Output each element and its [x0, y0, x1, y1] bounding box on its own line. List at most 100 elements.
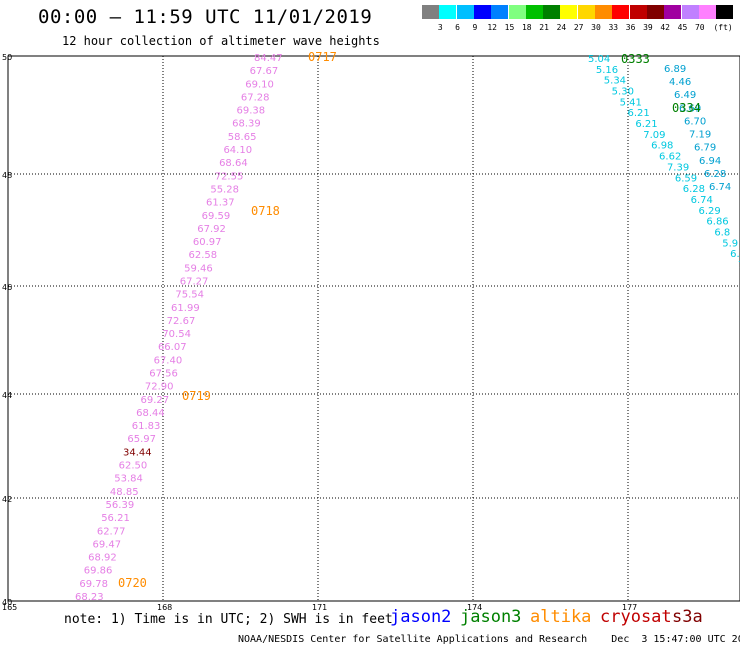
swh-value: 69.59: [202, 211, 231, 222]
swh-value: 48.85: [110, 487, 139, 498]
time-label: 0719: [182, 389, 211, 403]
colorbar-label: 15: [504, 23, 515, 32]
swh-value: 6.98: [651, 141, 673, 152]
swh-value: 6.70: [684, 116, 706, 127]
time-label: 0720: [118, 576, 147, 590]
colorbar-swatch: [439, 5, 457, 19]
colorbar-label: 42: [660, 23, 670, 32]
colorbar-label: 39: [643, 23, 653, 32]
lat-label: 50: [2, 53, 12, 62]
time-label: 0333: [621, 52, 650, 66]
swh-value: 72.90: [145, 382, 174, 393]
lat-label: 48: [2, 171, 12, 180]
swh-value: 6.8: [714, 227, 730, 238]
swh-value: 67.40: [154, 355, 183, 366]
swh-value: 67.27: [180, 276, 209, 287]
swh-value: 61.99: [171, 303, 200, 314]
colorbar-label: 24: [556, 23, 567, 32]
map-frame: [7, 55, 740, 602]
colorbar-swatch: [422, 5, 439, 19]
swh-value: 5.34: [604, 76, 626, 87]
satellite-jason3: jason3: [460, 607, 522, 627]
colorbar-swatch: [629, 5, 647, 19]
colorbar-swatch: [646, 5, 664, 19]
colorbar-swatch: [664, 5, 682, 19]
swh-value: 6.74: [691, 195, 713, 206]
swh-value: 61.83: [132, 421, 161, 432]
satellite-cryosat: cryosat: [600, 607, 672, 627]
colorbar-swatch: [560, 5, 578, 19]
swh-value: 65.97: [127, 434, 156, 445]
time-label: 0334: [672, 101, 701, 115]
swh-value: 84.47: [254, 53, 283, 64]
lat-label: 42: [2, 495, 12, 504]
swh-value: 72.67: [167, 316, 196, 327]
swh-value: 62.77: [97, 526, 126, 537]
swh-value: 6.21: [627, 108, 649, 119]
lat-label: 44: [2, 391, 12, 400]
credit-line: NOAA/NESDIS Center for Satellite Applica…: [238, 634, 740, 645]
lon-label: 171: [312, 603, 327, 612]
swh-value: 68.64: [219, 158, 248, 169]
swh-value: 69.10: [245, 79, 274, 90]
swh-value: 68.92: [88, 553, 117, 564]
colorbar-label: 33: [608, 23, 619, 32]
satellite-s3a: s3a: [672, 607, 703, 627]
lat-label: 40: [2, 598, 12, 607]
swh-value: 68.39: [232, 119, 261, 130]
east-satellite-track: 5.045.165.345.305.416.216.217.096.986.62…: [588, 52, 740, 271]
swh-value: 59.46: [184, 263, 213, 274]
swh-value: 5.30: [612, 87, 634, 98]
colorbar-swatch: [612, 5, 630, 19]
swh-value: 67.67: [250, 66, 279, 77]
colorbar-unit: (ft): [713, 23, 733, 32]
swh-value: 7: [738, 260, 740, 271]
colorbar-swatch: [595, 5, 612, 19]
colorbar-label: 45: [677, 23, 688, 32]
swh-value: 69.38: [237, 106, 266, 117]
swh-value: 6.86: [706, 217, 728, 228]
swh-value: 5.9: [722, 238, 738, 249]
swh-value: 69.78: [79, 579, 108, 590]
swh-value: 6.74: [709, 182, 731, 193]
swh-value: 56.39: [106, 500, 135, 511]
swh-value: 34.44: [123, 447, 152, 458]
footer-note: note: 1) Time is in UTC; 2) SWH is in fe…: [64, 612, 393, 627]
swh-value: 75.54: [175, 290, 204, 301]
swh-value: 5.41: [620, 97, 642, 108]
swh-value: 68.23: [75, 592, 104, 603]
map-subtitle: 12 hour collection of altimeter wave hei…: [62, 34, 380, 48]
colorbar-label: 6: [455, 23, 460, 32]
colorbar-swatch: [491, 5, 509, 19]
swh-value: 4.46: [669, 77, 691, 88]
swh-value: 7.19: [689, 130, 711, 141]
lon-label: 168: [157, 603, 172, 612]
swh-value: 7.39: [667, 162, 689, 173]
swh-value: 69.27: [140, 395, 169, 406]
colorbar-label: 70: [694, 23, 705, 32]
lon-label: 174: [467, 603, 482, 612]
swh-value: 72.55: [215, 171, 244, 182]
swh-value: 70.54: [162, 329, 191, 340]
colorbar-label: 3: [437, 23, 443, 32]
map-title: 00:00 – 11:59 UTC 11/01/2019: [38, 6, 373, 28]
colorbar-label: 21: [539, 23, 549, 32]
time-label: 0718: [251, 204, 280, 218]
swh-value: 58.65: [228, 132, 257, 143]
swh-value: 64.10: [223, 145, 252, 156]
swh-value: 69.86: [84, 566, 113, 577]
swh-value: 6.49: [674, 90, 696, 101]
swh-value: 6.62: [659, 152, 681, 163]
swh-value: 53.84: [114, 474, 143, 485]
swh-value: 6.28: [704, 169, 726, 180]
swh-value: 7.09: [643, 130, 665, 141]
swh-value: 68.44: [136, 408, 165, 419]
colorbar-label: 9: [472, 23, 478, 32]
swh-value: 6.28: [683, 184, 705, 195]
swh-value: 61.37: [206, 198, 235, 209]
swh-value: 55.28: [210, 184, 239, 195]
colorbar-swatch: [525, 5, 543, 19]
lat-label: 46: [2, 283, 12, 292]
